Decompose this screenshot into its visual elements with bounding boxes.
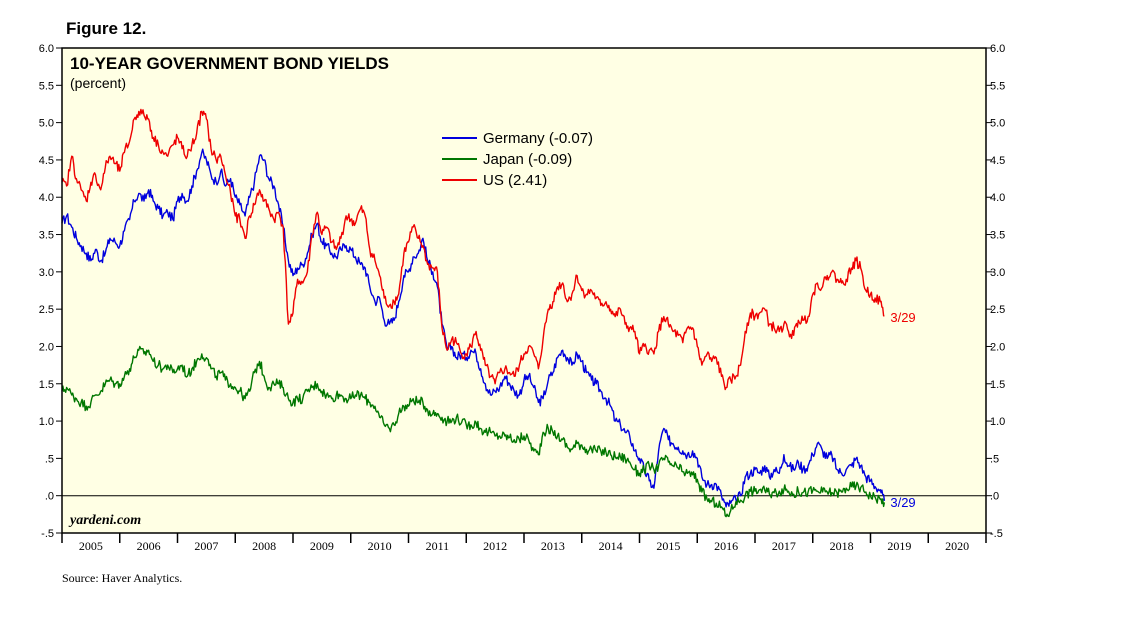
- legend-label: Germany (-0.07): [483, 130, 593, 147]
- y-tick-label-left: 5.0: [39, 118, 54, 130]
- y-tick-label-right: -.5: [990, 528, 1003, 540]
- chart-title: 10-YEAR GOVERNMENT BOND YIELDS: [70, 54, 389, 73]
- y-tick-label-right: 2.0: [990, 341, 1005, 353]
- series-line-japan: [61, 345, 886, 518]
- legend-label: Japan (-0.09): [483, 151, 572, 168]
- y-tick-label-left: -.5: [41, 528, 54, 540]
- x-tick-label: 2018: [830, 539, 854, 553]
- x-tick-label: 2011: [426, 539, 450, 553]
- y-tick-label-left: 4.5: [39, 155, 54, 167]
- y-tick-label-left: 4.0: [39, 192, 54, 204]
- x-tick-label: 2016: [714, 539, 738, 553]
- end-label-germany: 3/29: [890, 495, 915, 510]
- x-tick-label: 2012: [483, 539, 507, 553]
- x-tick-label: 2010: [368, 539, 392, 553]
- x-tick-label: 2015: [656, 539, 680, 553]
- source-note: Source: Haver Analytics.: [62, 571, 182, 585]
- chart-subtitle: (percent): [70, 75, 126, 91]
- x-tick-label: 2007: [194, 539, 218, 553]
- series-lines: [61, 108, 886, 518]
- legend-label: US (2.41): [483, 172, 547, 189]
- x-axis: 2005 2006 2007 2008 2009 2010 2011 2012 2013 2014…: [61, 533, 987, 553]
- y-tick-label-right: .5: [990, 453, 999, 465]
- y-tick-label-left: 3.0: [39, 267, 54, 279]
- end-label-us: 3/29: [890, 310, 915, 325]
- series-line-us: [61, 108, 885, 391]
- x-tick-label: 2017: [772, 539, 796, 553]
- figure-label: Figure 12.: [66, 19, 146, 38]
- y-tick-label-right: 3.0: [990, 267, 1005, 279]
- x-tick-label: 2008: [252, 539, 276, 553]
- brand-watermark: yardeni.com: [68, 513, 141, 528]
- y-axis-ticks: -.5 -.5 .0 .0 .5 .5 1.0 1.0 1.5 1.5 2.0 2.0 2.5 2.5 3.…: [39, 43, 1006, 540]
- x-tick-label: 2006: [137, 539, 161, 553]
- y-tick-label-left: 2.5: [39, 304, 54, 316]
- plot-frame: [61, 47, 987, 534]
- plot-area: [62, 48, 986, 533]
- y-tick-label-right: 6.0: [990, 43, 1005, 55]
- y-tick-label-left: 2.0: [39, 341, 54, 353]
- x-tick-label: 2013: [541, 539, 565, 553]
- y-tick-label-right: .0: [990, 491, 999, 503]
- y-tick-label-right: 5.5: [990, 80, 1005, 92]
- y-tick-label-left: .0: [45, 491, 54, 503]
- legend: Germany (-0.07) Japan (-0.09) US (2.41): [442, 130, 593, 189]
- y-tick-label-right: 5.0: [990, 118, 1005, 130]
- y-tick-label-right: 4.0: [990, 192, 1005, 204]
- y-tick-label-left: 1.0: [39, 416, 54, 428]
- y-tick-label-right: 4.5: [990, 155, 1005, 167]
- x-tick-label: 2020: [945, 539, 969, 553]
- y-tick-label-left: 6.0: [39, 43, 54, 55]
- x-tick-label: 2014: [599, 539, 623, 553]
- end-labels: 3/29 3/29: [890, 310, 915, 510]
- y-tick-label-right: 2.5: [990, 304, 1005, 316]
- y-tick-label-right: 1.5: [990, 379, 1005, 391]
- y-tick-label-right: 1.0: [990, 416, 1005, 428]
- series-line-germany: [61, 148, 886, 508]
- y-tick-label-left: .5: [45, 453, 54, 465]
- y-tick-label-left: 5.5: [39, 80, 54, 92]
- y-tick-label-left: 1.5: [39, 379, 54, 391]
- x-tick-label: 2019: [887, 539, 911, 553]
- x-tick-label: 2005: [79, 539, 103, 553]
- x-tick-label: 2009: [310, 539, 334, 553]
- y-tick-label-left: 3.5: [39, 230, 54, 242]
- y-tick-label-right: 3.5: [990, 230, 1005, 242]
